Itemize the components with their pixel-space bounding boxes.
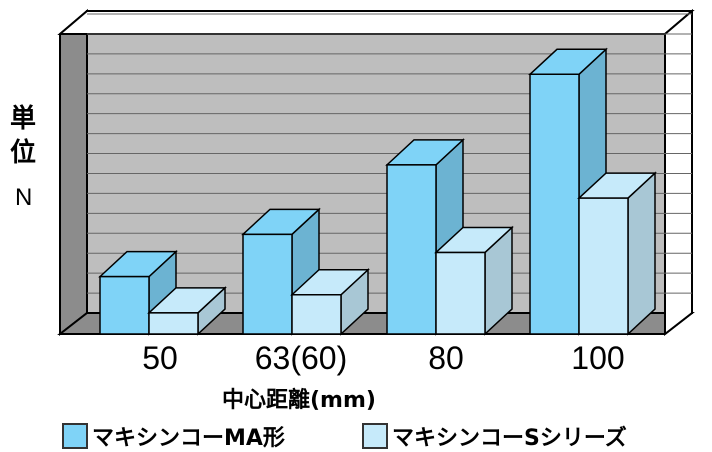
legend-item-ma: マキシンコーMA形 [62,420,285,452]
bar [148,312,199,335]
y-axis-unit: N [15,184,33,211]
bars [98,47,657,336]
bar [529,73,580,335]
bar-side [627,171,656,336]
bar [386,164,437,335]
bar [291,293,342,335]
x-axis-label: 中心距離(mm) [222,388,376,413]
y-axis-label-line1: 単 [10,104,37,134]
x-tick-label: 80 [428,340,464,376]
bar [435,251,486,335]
x-tick-label: 50 [142,340,178,376]
bar [99,275,150,335]
legend-swatch [62,423,88,449]
x-tick-label: 63(60) [254,340,348,376]
legend-label: マキシンコーSシリーズ [392,426,627,451]
legend-item-s: マキシンコーSシリーズ [362,420,627,452]
legend-swatch [362,423,388,449]
x-tick-label: 100 [571,340,625,376]
chart-side-wall [59,8,88,337]
bar [578,197,629,335]
y-axis-label-line2: 位 [10,138,37,168]
bar [242,233,293,335]
chart-right-edge [664,8,693,337]
legend-label: マキシンコーMA形 [92,426,285,451]
